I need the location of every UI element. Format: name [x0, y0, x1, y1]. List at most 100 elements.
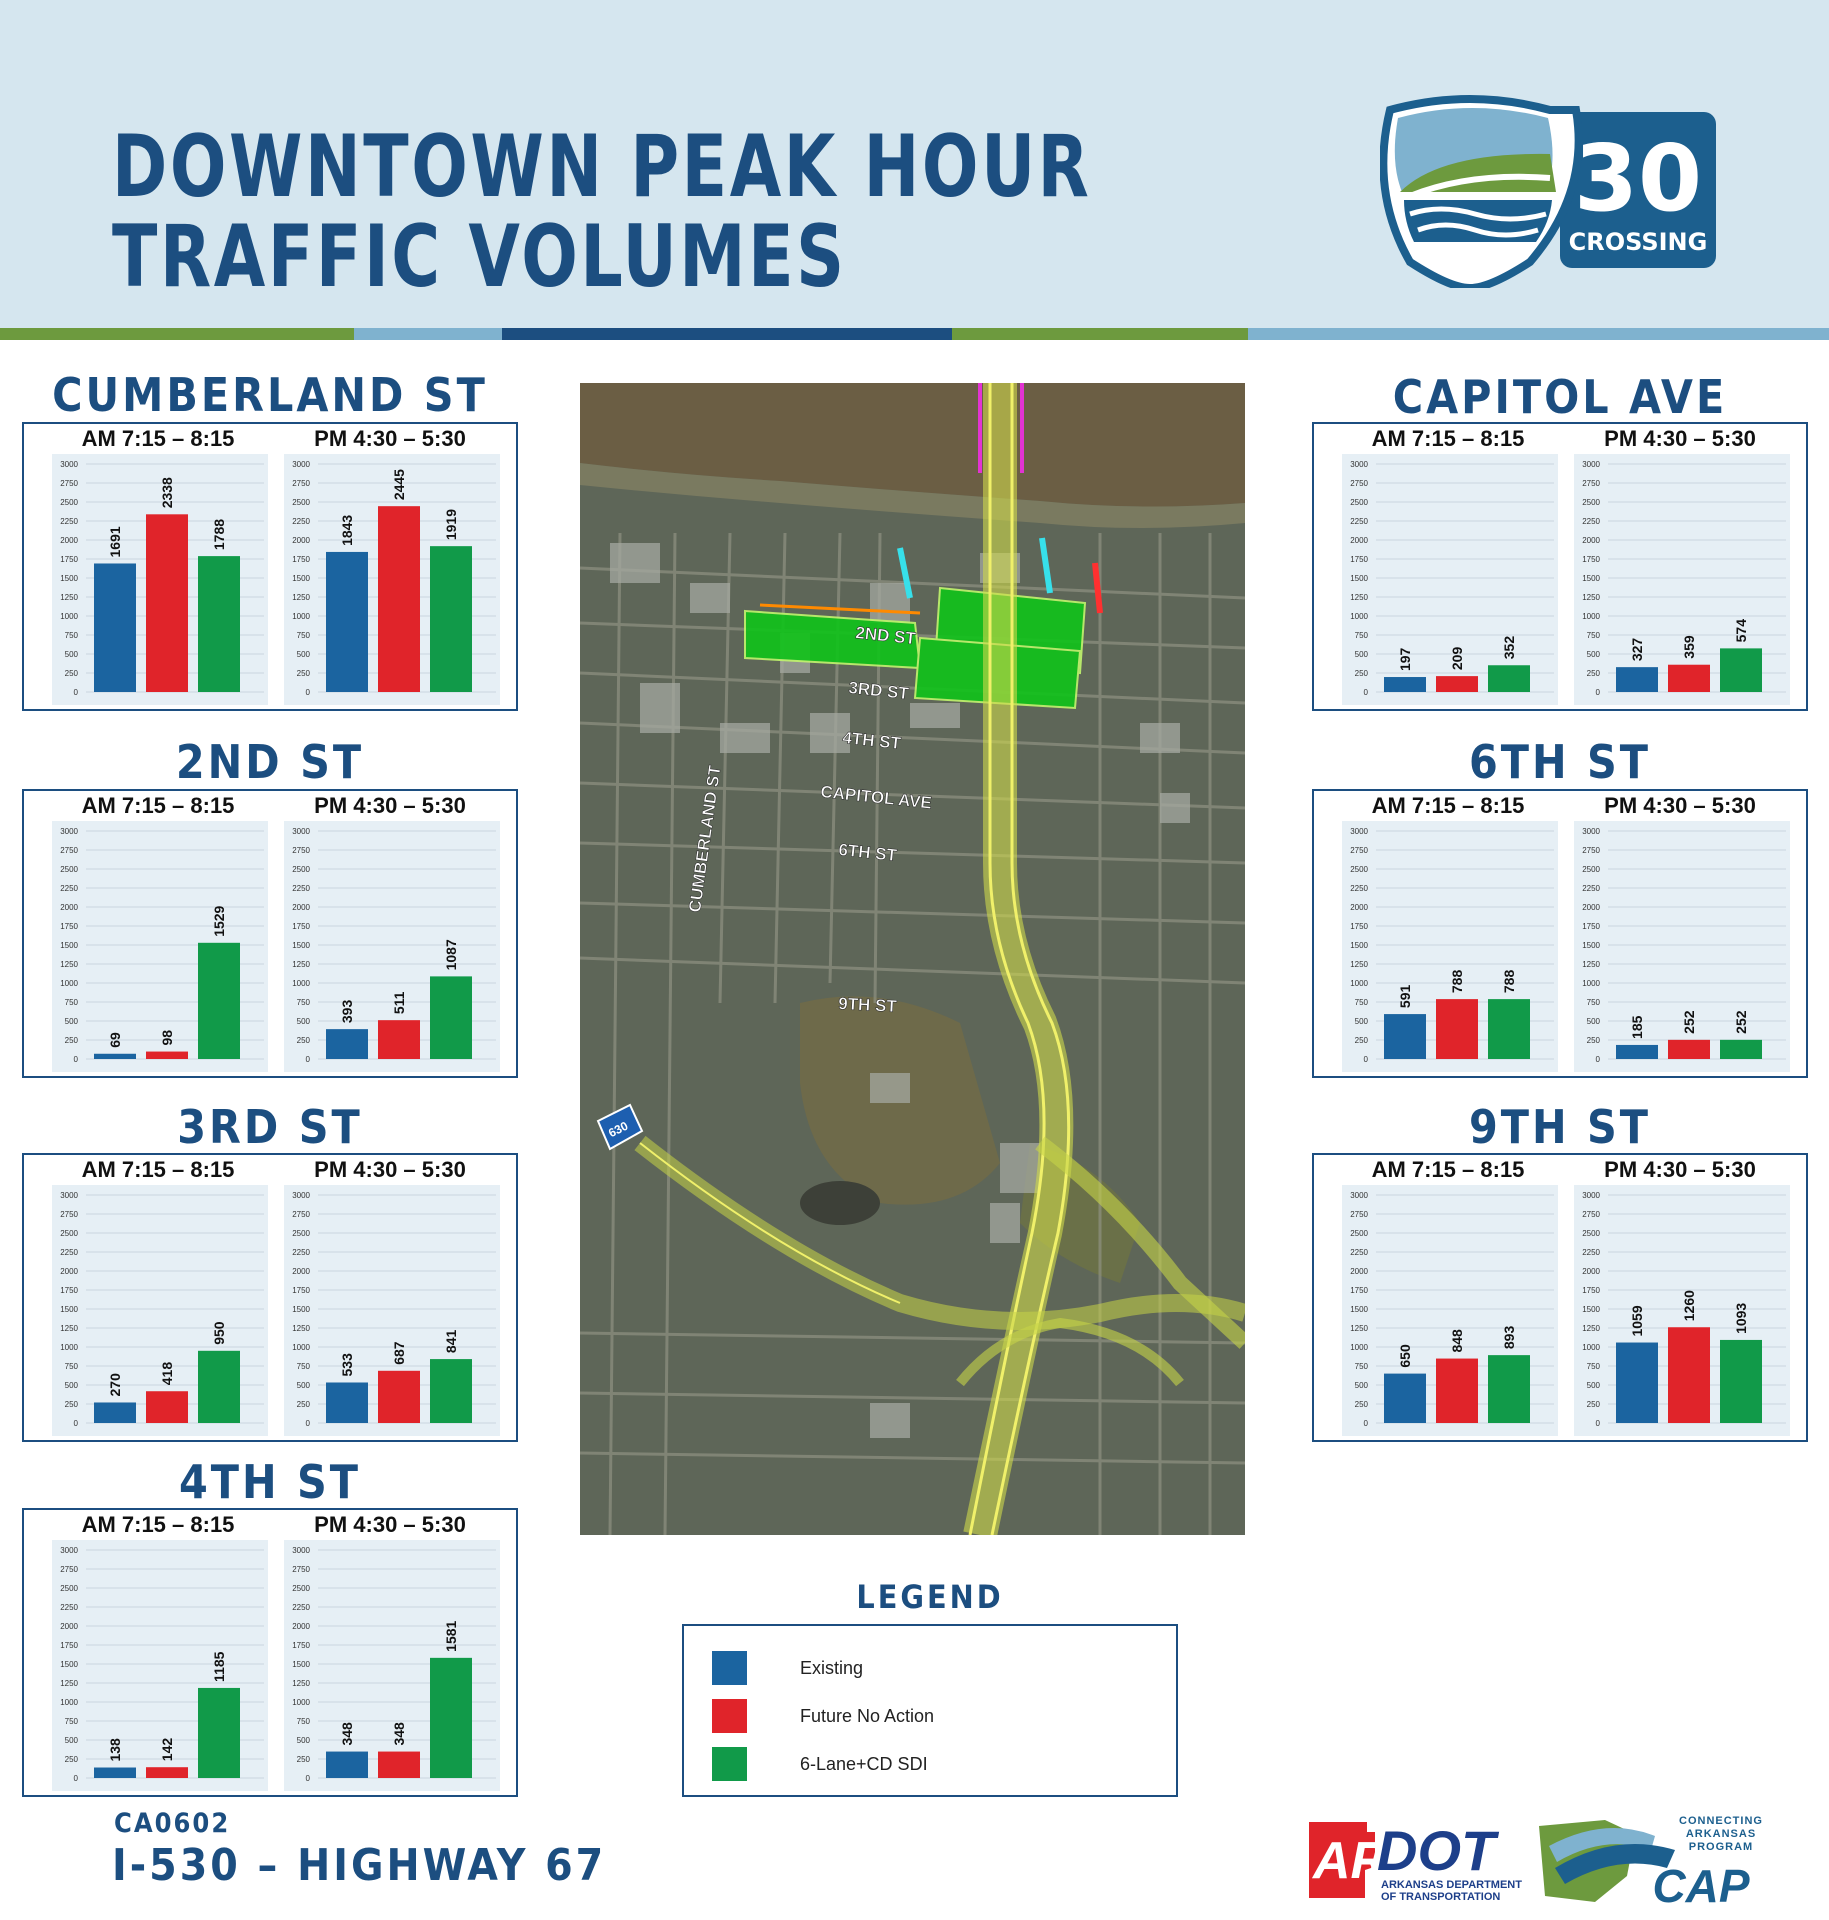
chart-panel-am: AM 7:15 – 8:15 0 250 500 750 1000 1250 1500 1750… [1328, 791, 1568, 1076]
y-tick-label: 750 [1355, 631, 1369, 640]
bar-value-label: 1059 [1629, 1305, 1645, 1336]
y-tick-label: 2500 [1350, 865, 1368, 874]
y-tick-label: 2750 [1350, 846, 1368, 855]
cap-logo-top2: ARKANSAS [1686, 1828, 1756, 1840]
panel-title-pm: PM 4:30 – 5:30 [314, 1512, 466, 1537]
y-tick-label: 2250 [292, 517, 310, 526]
chart-9th: AM 7:15 – 8:15 0 250 500 750 1000 1250 1500 1750… [1312, 1153, 1808, 1442]
bar-chart-svg: 0 250 500 750 1000 1250 1500 1750 2000 2250 2500 27… [292, 1546, 496, 1783]
legend-title: LEGEND [856, 1578, 1004, 1616]
bar-value-label: 650 [1397, 1344, 1413, 1368]
y-tick-label: 250 [1355, 1400, 1369, 1409]
bar-existing [1616, 667, 1658, 692]
y-tick-label: 2750 [1582, 846, 1600, 855]
y-tick-label: 1500 [292, 1660, 310, 1669]
y-tick-label: 750 [65, 631, 79, 640]
bar-existing [94, 1402, 136, 1423]
plot-area: 0 250 500 750 1000 1250 1500 1750 2000 2250 2500 27… [284, 1540, 500, 1791]
bar-value-label: 511 [391, 991, 407, 1014]
bar-value-label: 359 [1681, 635, 1697, 659]
chart-4th: AM 7:15 – 8:15 0 250 500 750 1000 1250 1500 1750… [22, 1508, 518, 1797]
ardot-logo-dot: DOT [1377, 1819, 1500, 1882]
y-tick-label: 1750 [1582, 555, 1600, 564]
chart-capitol: AM 7:15 – 8:15 0 250 500 750 1000 1250 1500 1750… [1312, 422, 1808, 711]
bar-future-no-action [378, 1020, 420, 1059]
y-tick-label: 1250 [1350, 593, 1368, 602]
y-tick-label: 2250 [292, 884, 310, 893]
y-tick-label: 2750 [60, 479, 78, 488]
y-tick-label: 2750 [1582, 479, 1600, 488]
bar-value-label: 1919 [443, 509, 459, 540]
chart-panel-am: AM 7:15 – 8:15 0 250 500 750 1000 1250 1500 1750… [38, 1510, 278, 1795]
bar-value-label: 591 [1397, 985, 1413, 1009]
y-tick-label: 750 [1355, 998, 1369, 1007]
y-tick-label: 1000 [1350, 1343, 1368, 1352]
y-tick-label: 1500 [1350, 574, 1368, 583]
y-tick-label: 750 [297, 1362, 311, 1371]
y-tick-label: 2250 [60, 884, 78, 893]
y-tick-label: 2750 [60, 1565, 78, 1574]
y-tick-label: 0 [74, 688, 79, 697]
chart-title-2nd: 2ND ST [175, 735, 365, 789]
chart-panel-am: AM 7:15 – 8:15 0 250 500 750 1000 1250 1500 1750… [1328, 424, 1568, 709]
bar-future-no-action [378, 1751, 420, 1778]
y-tick-label: 250 [1587, 669, 1601, 678]
y-tick-label: 2250 [1582, 1248, 1600, 1257]
y-tick-label: 2250 [1350, 1248, 1368, 1257]
panel-title-pm: PM 4:30 – 5:30 [1604, 793, 1756, 818]
legend-swatch-six-lane [712, 1747, 747, 1781]
y-tick-label: 2000 [60, 1267, 78, 1276]
y-tick-label: 1000 [60, 1343, 78, 1352]
bar-value-label: 848 [1449, 1329, 1465, 1353]
bar-chart-svg: 0 250 500 750 1000 1250 1500 1750 2000 2250 2500 27… [292, 460, 496, 697]
bar-chart-svg: 0 250 500 750 1000 1250 1500 1750 2000 2250 2500 27… [60, 1546, 264, 1783]
bar-existing [326, 1029, 368, 1059]
y-tick-label: 1500 [60, 941, 78, 950]
y-tick-label: 2000 [292, 1267, 310, 1276]
y-tick-label: 1500 [60, 574, 78, 583]
y-tick-label: 1250 [292, 1679, 310, 1688]
bar-value-label: 393 [339, 1000, 355, 1024]
y-tick-label: 750 [297, 631, 311, 640]
aerial-map-svg: 630 2ND ST 3RD ST 4TH ST CAPITOL AVE 6TH… [580, 383, 1245, 1535]
y-tick-label: 1000 [1350, 612, 1368, 621]
y-tick-label: 2000 [292, 536, 310, 545]
panel-title-am: AM 7:15 – 8:15 [1371, 426, 1525, 451]
y-tick-label: 250 [65, 1755, 79, 1764]
y-tick-label: 1250 [1350, 960, 1368, 969]
panel-title-am: AM 7:15 – 8:15 [1371, 1157, 1525, 1182]
bar-value-label: 950 [211, 1321, 227, 1345]
y-tick-label: 2000 [60, 1622, 78, 1631]
stripe-green-2 [952, 328, 1248, 340]
bar-value-label: 142 [159, 1738, 175, 1762]
bar-6-lane-cd-sdi [430, 546, 472, 692]
bar-existing [326, 1382, 368, 1423]
legend-label-six-lane: 6-Lane+CD SDI [800, 1754, 928, 1774]
y-tick-label: 1250 [60, 1324, 78, 1333]
y-tick-label: 750 [1587, 631, 1601, 640]
bar-6-lane-cd-sdi [1488, 1355, 1530, 1423]
page-title-line2: TRAFFIC VOLUMES [112, 207, 847, 307]
y-tick-label: 500 [65, 1017, 79, 1026]
bar-value-label: 1087 [443, 939, 459, 970]
y-tick-label: 2250 [1350, 517, 1368, 526]
chart-3rd: AM 7:15 – 8:15 0 250 500 750 1000 1250 1500 1750… [22, 1153, 518, 1442]
y-tick-label: 1000 [60, 1698, 78, 1707]
y-tick-label: 2500 [292, 1229, 310, 1238]
y-tick-label: 1000 [1350, 979, 1368, 988]
y-tick-label: 1750 [292, 555, 310, 564]
logo-text: CROSSING [1569, 228, 1708, 256]
logo-number: 30 [1574, 125, 1702, 232]
y-tick-label: 1000 [292, 1698, 310, 1707]
y-tick-label: 1500 [60, 1660, 78, 1669]
bar-existing [1616, 1044, 1658, 1059]
interstate-630-shield: 630 [596, 1103, 644, 1151]
y-tick-label: 3000 [1582, 827, 1600, 836]
chart-title-cumberland: CUMBERLAND ST [52, 368, 488, 422]
bar-6-lane-cd-sdi [430, 1657, 472, 1778]
bar-6-lane-cd-sdi [198, 1350, 240, 1423]
chart-panel-pm: PM 4:30 – 5:30 0 250 500 750 1000 1250 1500 1750… [1560, 791, 1800, 1076]
y-tick-label: 1000 [60, 979, 78, 988]
y-tick-label: 1500 [1582, 941, 1600, 950]
bar-6-lane-cd-sdi [1720, 1039, 1762, 1059]
